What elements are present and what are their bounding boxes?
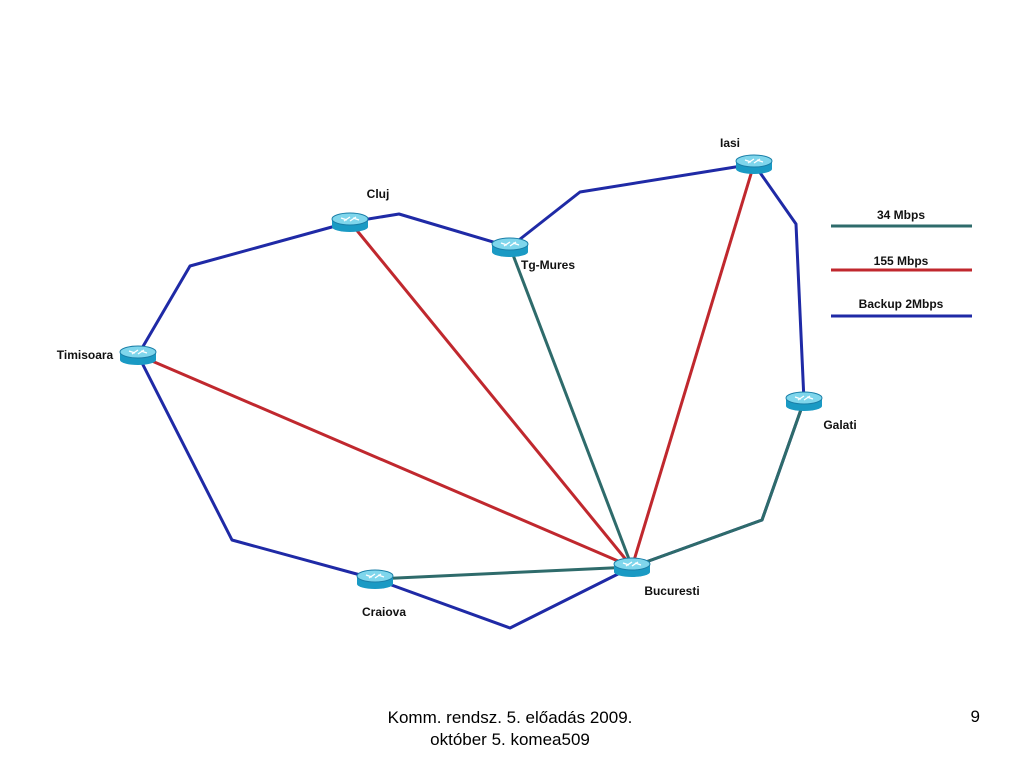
link-timisoara-bucuresti: [137, 353, 633, 569]
link-iasi-galati: [752, 163, 806, 402]
link-galati-bucuresti: [631, 400, 806, 569]
legend-label-1: 155 Mbps: [874, 254, 929, 268]
link-craiova-bucuresti: [374, 565, 633, 581]
link-timisoara-cluj: [136, 220, 351, 356]
node-galati: [785, 391, 823, 411]
links-layer: [136, 162, 806, 630]
page-number: 9: [970, 707, 980, 726]
node-tgmures: [491, 237, 529, 257]
router-icon: [735, 154, 773, 174]
router-icon: [331, 212, 369, 232]
node-label-iasi: Iasi: [720, 136, 740, 150]
node-label-bucuresti: Bucuresti: [644, 584, 699, 598]
footer-caption: Komm. rendsz. 5. előadás 2009. október 5…: [330, 707, 690, 751]
node-label-galati: Galati: [823, 418, 856, 432]
node-label-tgmures: Tg-Mures: [521, 258, 575, 272]
legend-label-2: Backup 2Mbps: [859, 297, 944, 311]
node-label-cluj: Cluj: [367, 187, 390, 201]
link-iasi-bucuresti: [630, 163, 756, 568]
node-label-timisoara: Timisoara: [57, 348, 114, 362]
router-icon: [356, 569, 394, 589]
link-cluj-tgmures: [349, 212, 511, 249]
footer-line-1: Komm. rendsz. 5. előadás 2009.: [387, 708, 633, 727]
footer-line-2: október 5. komea509: [430, 730, 590, 749]
node-cluj: [331, 212, 369, 232]
node-label-craiova: Craiova: [362, 605, 406, 619]
node-iasi: [735, 154, 773, 174]
router-icon: [491, 237, 529, 257]
link-craiova-timisoara: [136, 354, 376, 581]
link-cluj-bucuresti: [348, 221, 634, 568]
node-bucuresti: [613, 557, 651, 577]
link-bucuresti-craiova: [374, 565, 633, 630]
link-tgmures-iasi: [509, 162, 755, 249]
node-timisoara: [119, 345, 157, 365]
router-icon: [119, 345, 157, 365]
nodes-layer: Cluj Iasi Tg-Mures Timisoara Galati Bucuresti…: [57, 136, 857, 619]
link-tgmures-bucuresti: [508, 246, 634, 568]
router-icon: [613, 557, 651, 577]
legend-label-0: 34 Mbps: [877, 208, 925, 222]
node-craiova: [356, 569, 394, 589]
legend: 34 Mbps 155 Mbps Backup 2Mbps: [831, 208, 972, 318]
router-icon: [785, 391, 823, 411]
